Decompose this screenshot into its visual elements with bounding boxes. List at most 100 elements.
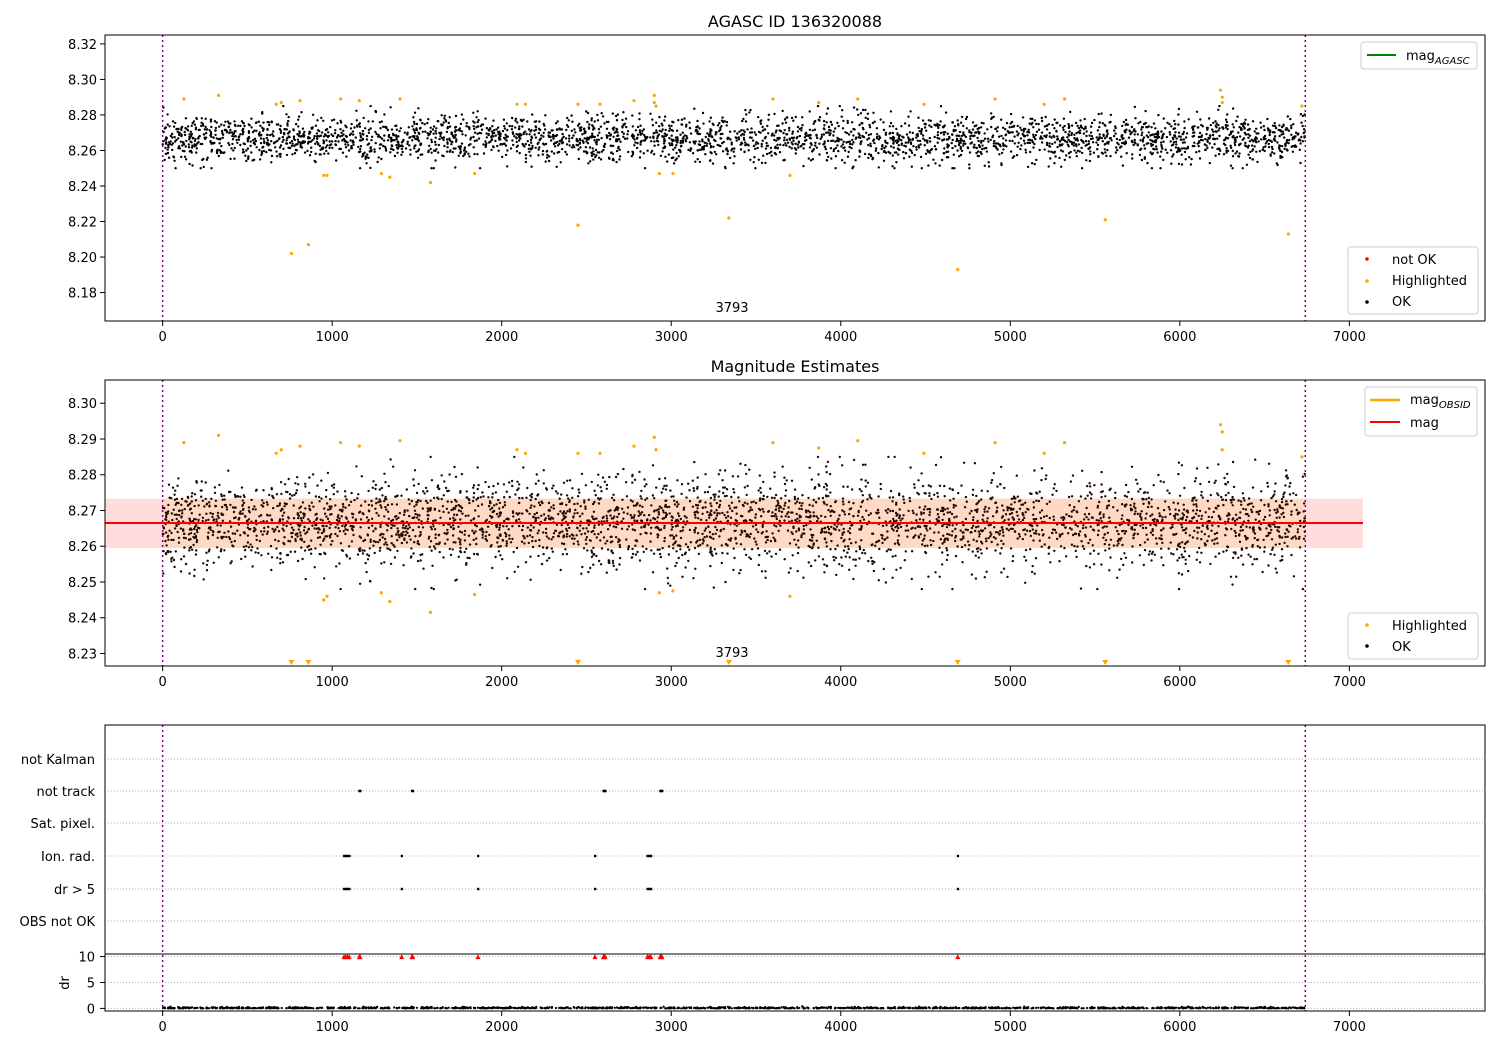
ok-point <box>701 145 705 149</box>
ok-point <box>1259 499 1263 502</box>
ok-point <box>1255 127 1258 130</box>
ok-point <box>1195 505 1198 508</box>
ok-point <box>605 120 608 124</box>
ok-point <box>730 501 734 504</box>
ok-point <box>515 140 518 144</box>
ok-point <box>972 134 975 138</box>
ok-point <box>214 133 217 137</box>
ok-point <box>1183 150 1187 154</box>
ok-point <box>553 145 557 148</box>
ok-point <box>1074 143 1078 146</box>
ok-point <box>324 495 328 498</box>
ok-point <box>786 133 789 136</box>
ok-point <box>1278 144 1282 148</box>
ok-point <box>643 587 647 591</box>
ok-point <box>214 126 218 130</box>
ok-point <box>643 139 647 142</box>
ok-point <box>413 111 417 114</box>
ok-point <box>821 496 825 500</box>
ok-point <box>773 475 776 478</box>
ok-point <box>662 511 665 514</box>
ok-point <box>1174 140 1178 143</box>
ok-point <box>317 142 320 145</box>
ok-point <box>1065 154 1068 157</box>
ok-point <box>792 136 796 139</box>
ok-point <box>475 542 478 546</box>
ok-point <box>1147 125 1151 128</box>
ok-point <box>1231 155 1235 158</box>
ok-point <box>739 148 743 151</box>
ok-point <box>592 158 595 161</box>
ok-point <box>670 519 674 522</box>
ok-point <box>975 494 978 498</box>
ok-point <box>1114 125 1117 128</box>
ok-point <box>528 512 531 515</box>
ok-point <box>602 144 606 148</box>
ok-point <box>707 138 710 141</box>
ok-point <box>595 138 599 141</box>
ok-point <box>840 145 843 148</box>
ok-point <box>1223 476 1226 480</box>
ok-point <box>530 135 533 138</box>
ok-point <box>694 140 697 143</box>
ok-point <box>952 153 955 156</box>
ok-point <box>633 138 636 141</box>
ok-point <box>807 157 810 160</box>
ok-point <box>964 135 968 139</box>
ok-point <box>361 152 365 156</box>
ok-point <box>217 556 220 559</box>
ok-point <box>801 494 804 497</box>
ok-point <box>1184 136 1188 139</box>
ok-point <box>412 120 416 124</box>
ok-point <box>1231 123 1234 126</box>
ok-point <box>533 120 536 124</box>
ok-point <box>307 140 311 143</box>
panel1-legend-points: not OK Highlighted OK <box>1347 246 1479 315</box>
ok-point <box>801 123 804 127</box>
ok-point <box>416 513 419 516</box>
ok-point <box>1145 498 1148 501</box>
ok-point <box>429 126 432 129</box>
ok-point <box>1085 130 1088 133</box>
ok-point <box>568 140 571 143</box>
ok-point <box>364 155 367 158</box>
ok-point <box>1290 133 1293 136</box>
ok-point <box>304 507 307 510</box>
ok-point <box>187 143 191 146</box>
ok-point <box>1123 552 1126 555</box>
ok-point <box>465 490 468 493</box>
ok-point <box>743 530 747 533</box>
ok-point <box>1231 130 1234 133</box>
ok-point <box>795 530 798 533</box>
ok-point <box>230 147 233 150</box>
ok-point <box>330 484 334 487</box>
ok-point <box>829 132 832 135</box>
ok-point <box>1195 503 1198 506</box>
ok-point <box>524 142 527 146</box>
ok-point <box>257 120 261 123</box>
ok-point <box>663 145 666 148</box>
ok-point <box>515 150 519 153</box>
ok-point <box>246 147 250 150</box>
ok-point <box>1182 508 1186 511</box>
ok-point <box>908 155 911 158</box>
ok-point <box>564 512 568 515</box>
ok-point <box>1193 480 1197 483</box>
ok-point <box>544 114 547 117</box>
ok-point <box>296 476 299 479</box>
ok-point <box>850 146 853 150</box>
ok-point <box>521 528 524 532</box>
ok-point <box>491 132 494 135</box>
ok-point <box>171 148 174 152</box>
ok-point <box>555 165 558 168</box>
ok-point <box>503 142 506 146</box>
ok-point <box>764 161 767 165</box>
ok-point <box>1248 526 1252 529</box>
ok-point <box>594 148 598 152</box>
ok-point <box>1019 147 1022 151</box>
ok-point <box>898 516 901 519</box>
ok-point <box>691 152 695 155</box>
ok-point <box>952 130 955 133</box>
ok-point <box>570 537 574 540</box>
ok-point <box>243 142 246 146</box>
